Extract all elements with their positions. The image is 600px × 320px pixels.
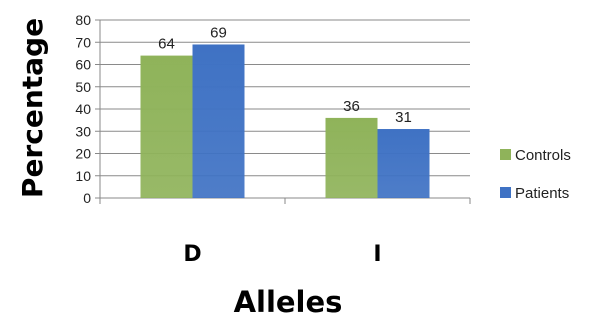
legend: Controls Patients (500, 147, 571, 202)
bars (140, 44, 430, 198)
y-tick-label: 80 (75, 12, 91, 28)
y-tick-labels: 0 10 20 30 40 50 60 70 80 (75, 12, 91, 206)
legend-swatch-controls (500, 149, 511, 160)
y-tick-label: 30 (75, 123, 91, 139)
y-tick-label: 70 (75, 34, 91, 50)
y-axis-title: Percentage (16, 18, 49, 198)
data-labels: 64 69 36 31 (158, 24, 412, 126)
y-tick-label: 40 (75, 101, 91, 117)
x-category-label: I (373, 242, 381, 267)
legend-swatch-patients (500, 187, 511, 198)
legend-label-controls: Controls (515, 147, 571, 164)
y-tick-label: 60 (75, 57, 91, 73)
y-tick-label: 50 (75, 79, 91, 95)
bar-controls-d (140, 55, 193, 198)
data-label: 64 (158, 36, 175, 53)
data-label: 31 (395, 109, 412, 126)
x-axis-title: Alleles (234, 285, 343, 319)
legend-label-patients: Patients (515, 185, 569, 202)
y-tick-label: 0 (83, 190, 91, 206)
x-category-label: D (183, 242, 201, 267)
bar-patients-i (377, 129, 430, 198)
y-tick-label: 20 (75, 146, 91, 162)
y-tick-label: 10 (75, 168, 91, 184)
data-label: 36 (343, 98, 360, 115)
data-label: 69 (210, 24, 227, 41)
bar-controls-i (325, 117, 378, 198)
bar-patients-d (192, 44, 245, 198)
